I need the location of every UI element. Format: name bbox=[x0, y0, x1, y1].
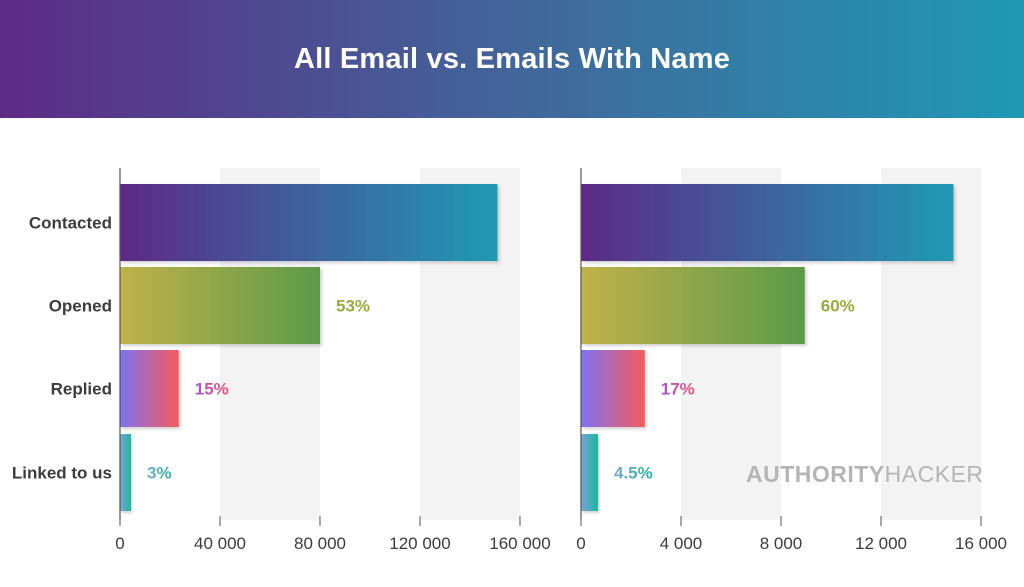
bar-linked bbox=[581, 434, 598, 511]
x-tick-label: 120 000 bbox=[389, 534, 450, 553]
bar-replied bbox=[120, 350, 179, 427]
bar-linked bbox=[120, 434, 131, 511]
bar-contacted bbox=[120, 184, 498, 261]
chart-title: All Email vs. Emails With Name bbox=[293, 42, 731, 75]
chart-header: All Email vs. Emails With Name bbox=[0, 0, 1024, 118]
bar-value-label-replied: 15% bbox=[195, 380, 229, 399]
logo-part-authority: AUTHORITY bbox=[746, 461, 885, 487]
category-label-opened: Opened bbox=[49, 297, 112, 316]
bar-value-label-opened: 53% bbox=[336, 297, 370, 316]
bar-opened bbox=[120, 267, 320, 344]
logo-part-hacker: HACKER bbox=[884, 461, 984, 487]
category-label-linked: Linked to us bbox=[12, 464, 112, 483]
category-label-replied: Replied bbox=[51, 380, 112, 399]
bar-contacted bbox=[581, 184, 954, 261]
category-label-contacted: Contacted bbox=[29, 214, 112, 233]
x-tick-label: 16 000 bbox=[955, 534, 1007, 553]
x-tick-label: 0 bbox=[115, 534, 124, 553]
x-tick-label: 0 bbox=[576, 534, 585, 553]
x-tick-label: 8 000 bbox=[760, 534, 803, 553]
authority-hacker-logo: AUTHORITYHACKER bbox=[746, 461, 984, 488]
x-tick-label: 12 000 bbox=[855, 534, 907, 553]
x-tick-label: 40 000 bbox=[194, 534, 246, 553]
bar-value-label-opened: 60% bbox=[821, 297, 855, 316]
bar-value-label-linked: 4.5% bbox=[614, 464, 653, 483]
x-tick-label: 80 000 bbox=[294, 534, 346, 553]
bar-opened bbox=[581, 267, 805, 344]
bar-value-label-linked: 3% bbox=[147, 464, 172, 483]
bar-value-label-replied: 17% bbox=[661, 380, 695, 399]
bar-replied bbox=[581, 350, 645, 427]
x-tick-label: 160 000 bbox=[489, 534, 550, 553]
x-tick-label: 4 000 bbox=[660, 534, 703, 553]
